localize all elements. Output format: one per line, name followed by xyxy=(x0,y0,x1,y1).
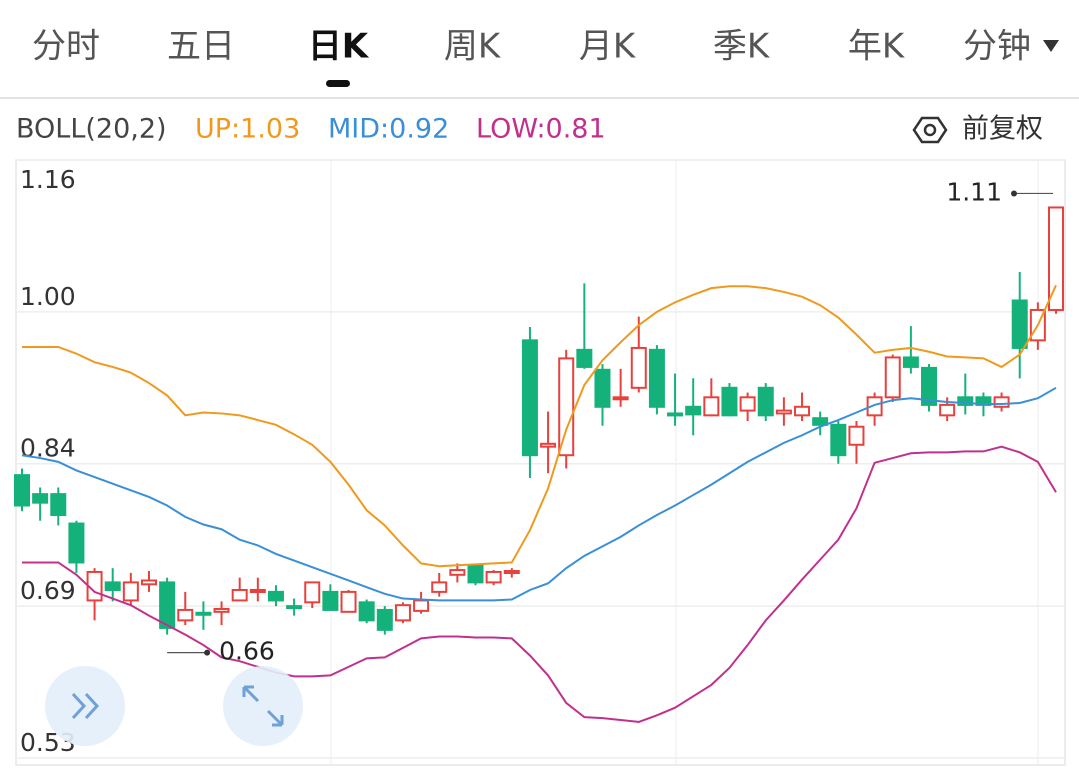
candle-body xyxy=(540,442,557,448)
candle-body xyxy=(576,348,593,368)
max-label: 1.11 xyxy=(946,177,1002,206)
candle-body xyxy=(757,386,774,417)
candle-body xyxy=(703,396,720,417)
indicator-mid: MID:0.92 xyxy=(328,114,449,145)
tab[interactable]: 五日 xyxy=(167,27,235,67)
candle-body xyxy=(503,570,520,575)
candle-body xyxy=(231,588,248,602)
candle-body xyxy=(177,608,194,622)
candle-body xyxy=(1048,206,1064,311)
candle-body xyxy=(521,339,538,457)
y-tick-label: 0.84 xyxy=(20,434,76,463)
adjust-label[interactable]: 前复权 xyxy=(962,114,1043,145)
candle-body xyxy=(866,396,883,417)
tab-indicator xyxy=(326,80,350,87)
tab[interactable]: 分钟 xyxy=(963,27,1031,67)
candle-body xyxy=(957,396,974,406)
adjust-icon[interactable] xyxy=(912,116,948,144)
candle-body xyxy=(140,579,157,586)
candle-body xyxy=(794,405,811,417)
candle-body xyxy=(848,425,865,446)
boll-line xyxy=(22,284,1057,568)
candle-body xyxy=(830,423,847,457)
candle-body xyxy=(358,601,375,622)
tab-bar: 分时 五日 日K 周K 月K 季K 年K 分钟 xyxy=(32,27,1031,87)
candle-body xyxy=(612,396,629,401)
candle-body xyxy=(467,564,484,584)
plot: 1.161.000.840.690.531.110.66 xyxy=(14,159,1065,759)
y-tick-label: 0.69 xyxy=(20,576,76,605)
plot-frame xyxy=(15,159,1066,766)
candle-body xyxy=(431,581,448,593)
candle-body xyxy=(213,607,230,613)
fullscreen-button[interactable] xyxy=(223,666,303,746)
candle-body xyxy=(304,581,321,604)
candle-body xyxy=(122,581,139,602)
candle-body xyxy=(685,405,702,416)
tab[interactable]: 月K xyxy=(579,27,637,67)
candle-body xyxy=(884,356,901,399)
candle-body xyxy=(449,569,466,576)
candle-body xyxy=(630,346,647,389)
indicator-up: UP:1.03 xyxy=(195,114,300,145)
candle-body xyxy=(993,396,1010,408)
boll-line xyxy=(21,386,1057,602)
candle-body xyxy=(902,356,919,368)
tab[interactable]: 季K xyxy=(713,27,771,67)
min-dot xyxy=(204,649,211,656)
candle-body xyxy=(485,570,502,584)
tab[interactable]: 分时 xyxy=(32,27,100,67)
candle-body xyxy=(267,590,284,602)
indicator-low: LOW:0.81 xyxy=(476,114,606,145)
candle-body xyxy=(594,368,611,408)
candle-body xyxy=(159,581,176,629)
max-dot xyxy=(1011,190,1017,197)
candle-body xyxy=(739,396,756,412)
y-tick-label: 1.16 xyxy=(20,165,76,194)
candle-body xyxy=(249,588,266,593)
candle-body xyxy=(50,493,67,517)
candle-body xyxy=(322,590,339,611)
min-label: 0.66 xyxy=(219,637,275,666)
candle-body xyxy=(921,366,938,406)
candle-body xyxy=(394,604,411,622)
candle-body xyxy=(721,386,738,417)
more-button[interactable] xyxy=(45,666,125,746)
candle-body xyxy=(775,409,792,415)
candle-body xyxy=(286,605,303,610)
candle-body xyxy=(413,599,430,612)
indicator-name: BOLL(20,2) xyxy=(16,114,167,145)
candle-body xyxy=(1011,299,1028,349)
candle-body xyxy=(68,522,85,564)
candle-body xyxy=(104,581,121,591)
dropdown-arrow[interactable] xyxy=(1043,40,1059,52)
candle-body xyxy=(340,590,357,613)
candle-body xyxy=(939,403,956,417)
candle-body xyxy=(376,608,393,631)
tab[interactable]: 年K xyxy=(848,27,906,67)
tab[interactable]: 日K xyxy=(308,27,370,67)
candle-body xyxy=(667,412,684,417)
candle-body xyxy=(648,348,665,408)
boll-line xyxy=(22,445,1057,723)
candle-body xyxy=(14,474,30,507)
y-tick-label: 1.00 xyxy=(20,282,76,311)
tab[interactable]: 周K xyxy=(444,27,502,67)
candle-body xyxy=(195,611,212,616)
candle-body xyxy=(812,417,829,426)
candle-body xyxy=(558,357,575,457)
candle-body xyxy=(32,493,49,504)
